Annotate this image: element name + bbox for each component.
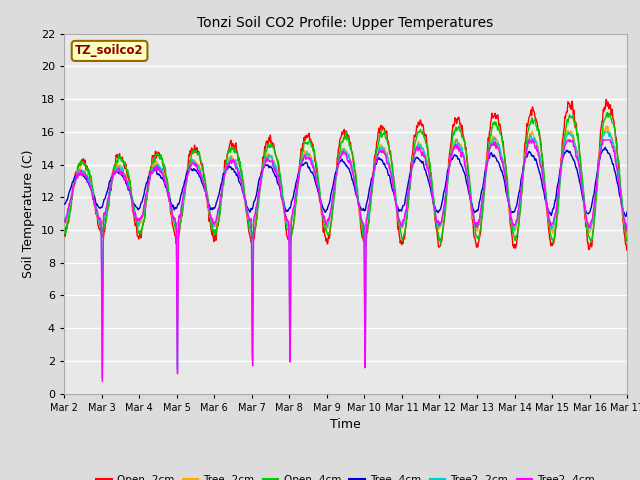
Title: Tonzi Soil CO2 Profile: Upper Temperatures: Tonzi Soil CO2 Profile: Upper Temperatur… xyxy=(198,16,493,30)
X-axis label: Time: Time xyxy=(330,418,361,431)
Text: TZ_soilco2: TZ_soilco2 xyxy=(76,44,144,58)
Y-axis label: Soil Temperature (C): Soil Temperature (C) xyxy=(22,149,35,278)
Legend: Open -2cm, Tree -2cm, Open -4cm, Tree -4cm, Tree2 -2cm, Tree2 -4cm: Open -2cm, Tree -2cm, Open -4cm, Tree -4… xyxy=(92,471,599,480)
